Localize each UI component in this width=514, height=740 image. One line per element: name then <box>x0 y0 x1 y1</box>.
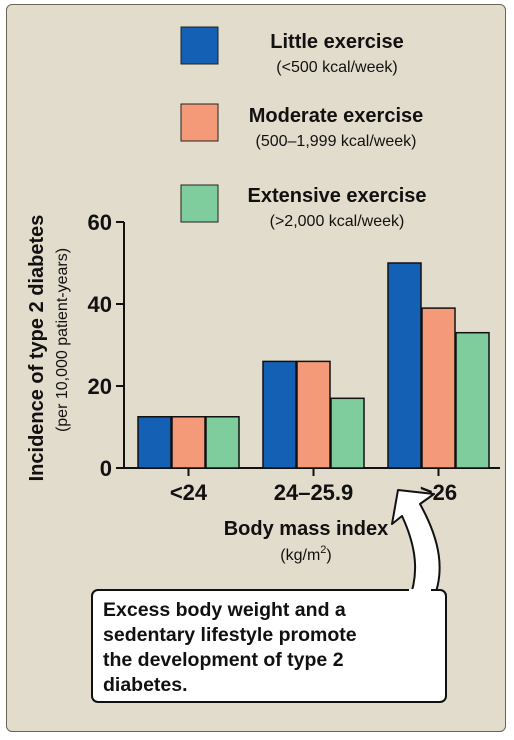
callout-box <box>91 589 447 703</box>
y-tick-label: 60 <box>88 210 112 235</box>
legend-sub-extensive: (>2,000 kcal/week) <box>270 213 405 230</box>
y-tick-label: 0 <box>100 456 112 481</box>
y-tick-label: 20 <box>88 374 112 399</box>
legend-label-little: Little exercise <box>270 31 403 53</box>
legend-sub-little: (<500 kcal/week) <box>276 59 397 76</box>
legend-swatch-extensive <box>180 184 219 223</box>
y-tick-label: 40 <box>88 292 112 317</box>
bar <box>262 360 297 469</box>
legend-label-extensive: Extensive exercise <box>247 185 426 207</box>
legend-swatch-little <box>180 26 219 65</box>
callout-arrow <box>391 489 441 603</box>
bar <box>137 416 172 469</box>
y-ticks: 0 20 40 60 <box>88 210 112 481</box>
x-tick-label: 24–25.9 <box>274 480 354 505</box>
x-axis-unit-end: ) <box>326 547 331 564</box>
y-axis-subtitle: (per 10,000 patient-years) <box>54 248 71 432</box>
callout-line-2: sedentary lifestyle promote <box>103 624 357 646</box>
x-axis-title: Body mass index <box>224 518 389 540</box>
bar <box>330 397 365 469</box>
x-tick-label: <24 <box>170 480 208 505</box>
callout: Excess body weight and a sedentary lifes… <box>91 489 447 703</box>
callout-line-4: diabetes. <box>103 674 188 696</box>
x-axis-unit-sup: 2 <box>320 544 326 556</box>
bar <box>171 416 206 469</box>
x-axis-unit: (kg/m2) <box>280 544 331 564</box>
legend-label-moderate: Moderate exercise <box>249 105 424 127</box>
x-axis-unit-base: (kg/m <box>280 547 320 564</box>
legend: Little exercise (<500 kcal/week) Moderat… <box>180 26 427 230</box>
bar <box>296 360 331 469</box>
callout-line-3: the development of type 2 <box>103 649 344 671</box>
bar <box>205 416 240 469</box>
bar <box>387 262 422 469</box>
bar <box>421 307 456 469</box>
bar <box>455 331 490 469</box>
legend-sub-moderate: (500–1,999 kcal/week) <box>256 133 417 150</box>
y-axis-title: Incidence of type 2 diabetes <box>26 215 48 482</box>
bars <box>137 262 490 469</box>
callout-line-1: Excess body weight and a <box>103 599 346 621</box>
legend-swatch-moderate <box>180 103 219 142</box>
